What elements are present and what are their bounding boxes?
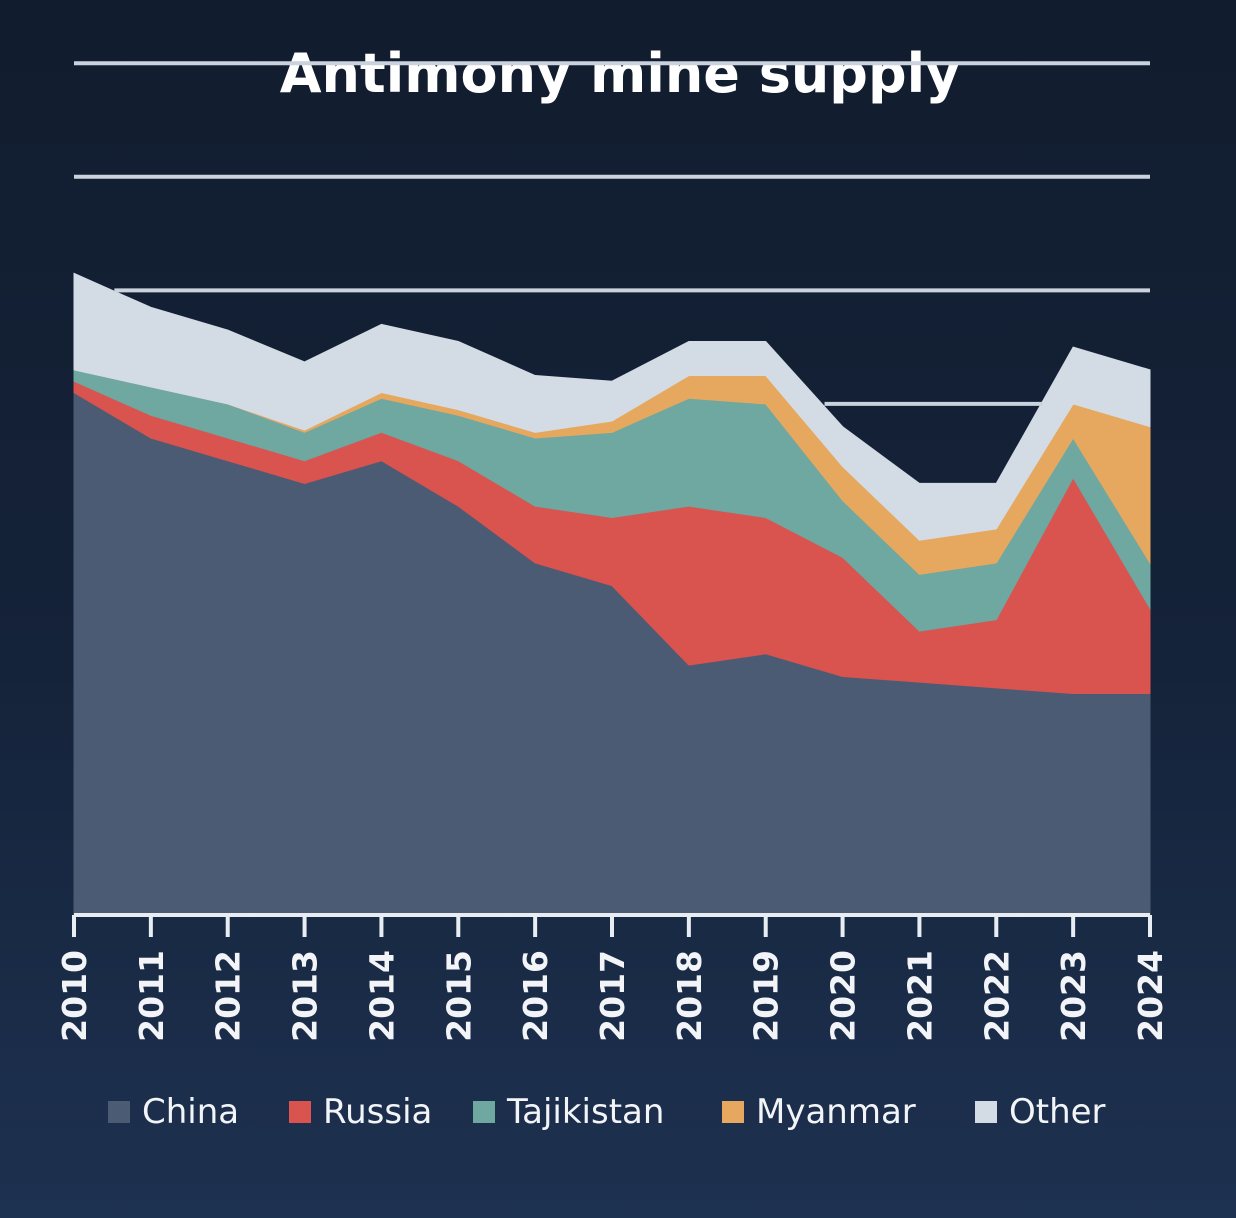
- chart-title: Antimony mine supply: [280, 42, 961, 105]
- x-tick-label: 2024: [1131, 950, 1170, 1042]
- x-tick-label: 2020: [824, 950, 863, 1042]
- x-tick-label: 2023: [1054, 950, 1093, 1042]
- x-tick-label: 2017: [593, 950, 632, 1042]
- legend-label-myanmar: Myanmar: [756, 1092, 916, 1132]
- grid-layer: [74, 61, 1150, 406]
- areas-layer: [73, 272, 1151, 916]
- legend-label-other: Other: [1009, 1092, 1106, 1132]
- x-tick-label: 2021: [900, 950, 939, 1042]
- legend: China Russia Tajikistan Myanmar Other: [108, 1092, 1106, 1132]
- legend-swatch-tajikistan: [473, 1101, 495, 1123]
- x-tick-label: 2010: [55, 950, 94, 1042]
- axis-layer: 2010 2011 2012 2013 2014 2015 2016 2017 2018 2019…: [55, 913, 1170, 1042]
- x-tick-label: 2013: [286, 950, 325, 1042]
- x-tick-label: 2019: [747, 950, 786, 1042]
- x-tick-label: 2014: [362, 950, 401, 1042]
- x-tick-label: 2018: [670, 950, 709, 1042]
- x-tick-label: 2012: [209, 950, 248, 1042]
- area-other: [73, 272, 1151, 541]
- legend-swatch-myanmar: [722, 1101, 744, 1123]
- x-tick-label: 2015: [439, 950, 478, 1042]
- legend-label-russia: Russia: [323, 1092, 432, 1132]
- legend-swatch-russia: [289, 1101, 311, 1123]
- x-tick-label: 2016: [516, 950, 555, 1042]
- x-tick-label: 2022: [977, 950, 1016, 1042]
- legend-swatch-china: [108, 1101, 130, 1123]
- legend-swatch-other: [975, 1101, 997, 1123]
- x-tick-label: 2011: [132, 950, 171, 1042]
- legend-label-tajikistan: Tajikistan: [506, 1092, 664, 1132]
- legend-label-china: China: [142, 1092, 239, 1132]
